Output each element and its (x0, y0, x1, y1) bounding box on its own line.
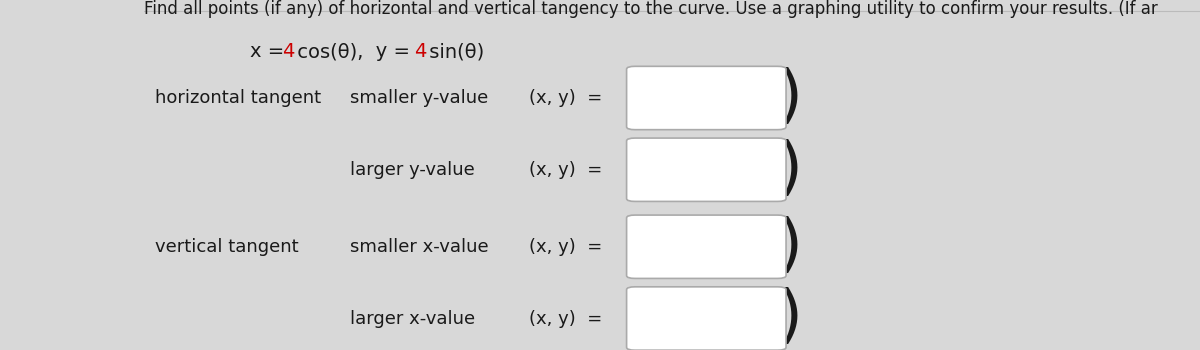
Text: larger y-value: larger y-value (350, 161, 475, 179)
Text: (x, y)  =: (x, y) = (529, 161, 602, 179)
Text: (: ( (624, 216, 649, 278)
Text: x =: x = (250, 42, 290, 61)
Text: 4: 4 (282, 42, 295, 61)
Text: ): ) (778, 139, 803, 201)
Text: ): ) (778, 216, 803, 278)
Text: smaller y-value: smaller y-value (350, 89, 488, 107)
Text: (: ( (624, 67, 649, 129)
Text: cos(θ),: cos(θ), (290, 42, 364, 61)
Text: (x, y)  =: (x, y) = (529, 89, 602, 107)
Text: vertical tangent: vertical tangent (155, 238, 298, 256)
Text: (x, y)  =: (x, y) = (529, 309, 602, 328)
Text: (: ( (624, 139, 649, 201)
Text: sin(θ): sin(θ) (422, 42, 484, 61)
Text: smaller x-value: smaller x-value (350, 238, 488, 256)
Text: Find all points (if any) of horizontal and vertical tangency to the curve. Use a: Find all points (if any) of horizontal a… (144, 0, 1158, 18)
Text: 4: 4 (414, 42, 427, 61)
Text: ): ) (778, 67, 803, 129)
FancyBboxPatch shape (626, 215, 786, 279)
FancyBboxPatch shape (626, 138, 786, 202)
Text: ): ) (778, 287, 803, 350)
FancyBboxPatch shape (626, 287, 786, 350)
Text: (: ( (624, 287, 649, 350)
Text: (x, y)  =: (x, y) = (529, 238, 602, 256)
Text: horizontal tangent: horizontal tangent (155, 89, 320, 107)
Text: larger x-value: larger x-value (350, 309, 475, 328)
FancyBboxPatch shape (626, 66, 786, 130)
Text: y =: y = (356, 42, 416, 61)
